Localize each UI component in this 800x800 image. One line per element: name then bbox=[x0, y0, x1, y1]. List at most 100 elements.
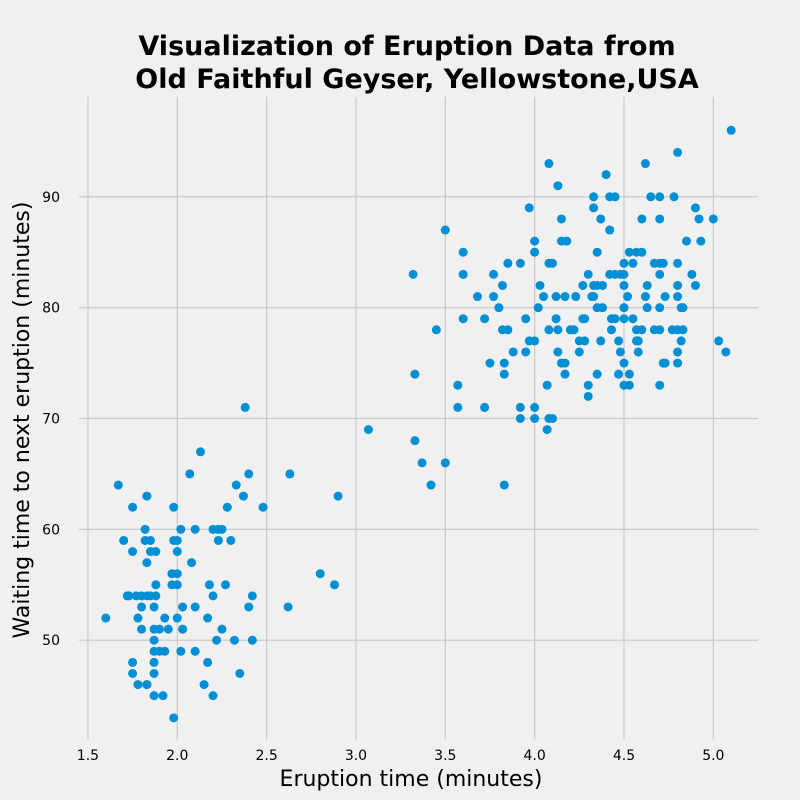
x-tick-label: 4.0 bbox=[524, 748, 546, 764]
scatter-point bbox=[149, 635, 159, 645]
tick-labels: 1.5 2.0 2.5 3.0 3.5 4.0 4.5 5.0 50 60 70 80 90 bbox=[42, 190, 724, 764]
scatter-point bbox=[158, 691, 168, 701]
scatter-point bbox=[489, 269, 499, 279]
scatter-point bbox=[714, 336, 724, 346]
scatter-point bbox=[226, 535, 236, 545]
scatter-point bbox=[551, 292, 561, 302]
scatter-point bbox=[408, 269, 418, 279]
scatter-point bbox=[178, 624, 188, 634]
scatter-point bbox=[221, 580, 231, 590]
scatter-point bbox=[440, 225, 450, 235]
scatter-point bbox=[203, 613, 213, 623]
scatter-point bbox=[203, 657, 213, 667]
scatter-point bbox=[212, 635, 222, 645]
scatter-point bbox=[410, 436, 420, 446]
scatter-point bbox=[137, 602, 147, 612]
scatter-point bbox=[660, 292, 670, 302]
scatter-point bbox=[244, 469, 254, 479]
chart-title-line-1: Visualization of Eruption Data from bbox=[138, 31, 675, 62]
scatter-point bbox=[642, 303, 652, 313]
scatter-point bbox=[673, 147, 683, 157]
scatter-point bbox=[637, 325, 647, 335]
scatter-point bbox=[578, 280, 588, 290]
scatter-point bbox=[637, 214, 647, 224]
scatter-point bbox=[687, 269, 697, 279]
x-tick-label: 2.0 bbox=[166, 748, 188, 764]
scatter-point bbox=[149, 602, 159, 612]
scatter-point bbox=[640, 159, 650, 169]
scatter-point bbox=[615, 347, 625, 357]
scatter-point bbox=[619, 314, 629, 324]
scatter-point bbox=[229, 635, 239, 645]
scatter-point bbox=[515, 402, 525, 412]
scatter-point bbox=[521, 347, 531, 357]
scatter-point bbox=[614, 369, 624, 379]
scatter-point bbox=[673, 280, 683, 290]
y-axis-label: Waiting time to next eruption (minutes) bbox=[10, 202, 35, 639]
scatter-point bbox=[137, 624, 147, 634]
scatter-point bbox=[660, 358, 670, 368]
scatter-point bbox=[499, 369, 509, 379]
scatter-point bbox=[676, 336, 686, 346]
scatter-point bbox=[530, 414, 540, 423]
y-tick-label: 70 bbox=[42, 412, 60, 428]
y-tick-label: 90 bbox=[42, 190, 60, 206]
scatter-point bbox=[596, 214, 606, 224]
scatter-point bbox=[151, 547, 161, 557]
scatter-point bbox=[673, 258, 683, 268]
scatter-point bbox=[589, 192, 599, 202]
scatter-point bbox=[128, 657, 138, 667]
scatter-point bbox=[690, 280, 700, 290]
scatter-point bbox=[642, 280, 652, 290]
scatter-point bbox=[363, 425, 373, 435]
scatter-point bbox=[283, 602, 293, 612]
scatter-point bbox=[589, 203, 599, 213]
scatter-point bbox=[560, 358, 570, 368]
scatter-point bbox=[553, 325, 563, 335]
scatter-point bbox=[690, 203, 700, 213]
data-points bbox=[101, 125, 736, 723]
scatter-point bbox=[187, 558, 197, 568]
scatter-point bbox=[480, 402, 490, 412]
scatter-point bbox=[614, 336, 624, 346]
scatter-point bbox=[160, 613, 170, 623]
scatter-point bbox=[315, 569, 325, 579]
scatter-point bbox=[133, 680, 143, 690]
scatter-point bbox=[149, 691, 159, 701]
scatter-point bbox=[417, 458, 427, 468]
scatter-point bbox=[562, 236, 572, 246]
scatter-point bbox=[530, 336, 540, 346]
scatter-point bbox=[530, 402, 540, 412]
x-axis-label: Eruption time (minutes) bbox=[280, 767, 543, 792]
scatter-point bbox=[696, 236, 706, 246]
scatter-point bbox=[610, 192, 620, 202]
scatter-point bbox=[560, 369, 570, 379]
scatter-point bbox=[247, 635, 257, 645]
scatter-point bbox=[606, 325, 616, 335]
scatter-point bbox=[142, 558, 152, 568]
scatter-point bbox=[410, 369, 420, 379]
scatter-point bbox=[172, 535, 182, 545]
scatter-point bbox=[169, 502, 179, 512]
scatter-point bbox=[619, 258, 629, 268]
scatter-point bbox=[619, 269, 629, 279]
scatter-point bbox=[145, 535, 155, 545]
scatter-point bbox=[628, 314, 638, 324]
scatter-point bbox=[539, 292, 549, 302]
x-tick-label: 5.0 bbox=[702, 748, 724, 764]
scatter-point bbox=[623, 292, 633, 302]
scatter-point bbox=[524, 203, 534, 213]
scatter-point bbox=[655, 303, 665, 313]
scatter-point bbox=[601, 170, 611, 180]
scatter-point bbox=[160, 646, 170, 656]
scatter-point bbox=[646, 192, 656, 202]
scatter-point bbox=[551, 314, 561, 324]
scatter-point bbox=[185, 469, 195, 479]
scatter-point bbox=[431, 325, 441, 335]
scatter-point bbox=[633, 336, 643, 346]
scatter-point bbox=[655, 325, 665, 335]
scatter-point bbox=[178, 602, 188, 612]
scatter-point bbox=[553, 347, 563, 357]
scatter-point bbox=[190, 602, 200, 612]
